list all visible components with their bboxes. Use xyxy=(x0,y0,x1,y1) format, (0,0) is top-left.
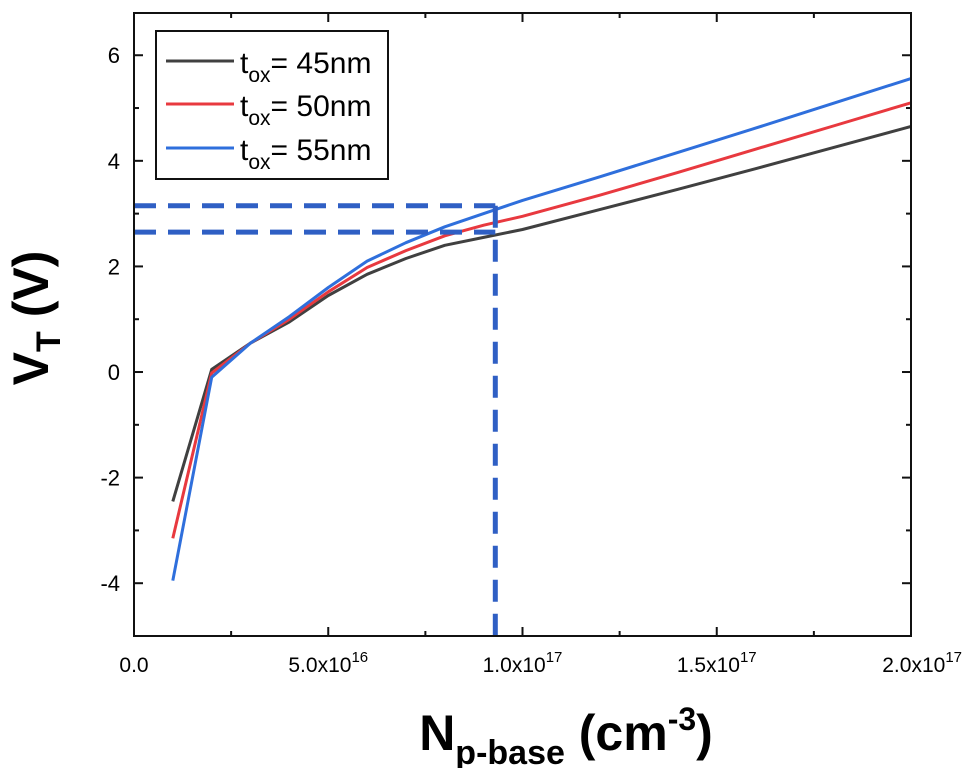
x-tick-label-1: 5.0x1016 xyxy=(288,649,368,677)
y-tick-label-1: -2 xyxy=(100,466,120,491)
legend-label-1: tox= 50nm xyxy=(240,90,371,130)
y-axis-label: VT (V) xyxy=(3,251,68,386)
x-axis-label: Np-base (cm-3) xyxy=(419,701,713,768)
x-tick-label-3: 1.5x1017 xyxy=(677,649,757,677)
y-tick-label-2: 0 xyxy=(108,360,120,385)
x-tick-label-2: 1.0x1017 xyxy=(483,649,563,677)
series-line-2 xyxy=(171,77,911,581)
x-tick-label-0: 0.0 xyxy=(119,654,148,677)
x-tick-label-4: 2.0x1017 xyxy=(882,649,962,677)
legend-label-2: tox= 55nm xyxy=(240,134,371,174)
legend-label-0: tox= 45nm xyxy=(240,47,371,87)
legend: tox= 45nm tox= 50nm tox= 55nm xyxy=(155,30,389,180)
y-tick-label-0: -4 xyxy=(100,571,120,596)
series-line-0 xyxy=(171,125,911,502)
y-tick-label-5: 6 xyxy=(108,43,120,68)
y-tick-label-3: 2 xyxy=(108,254,120,279)
y-tick-label-4: 4 xyxy=(108,149,120,174)
